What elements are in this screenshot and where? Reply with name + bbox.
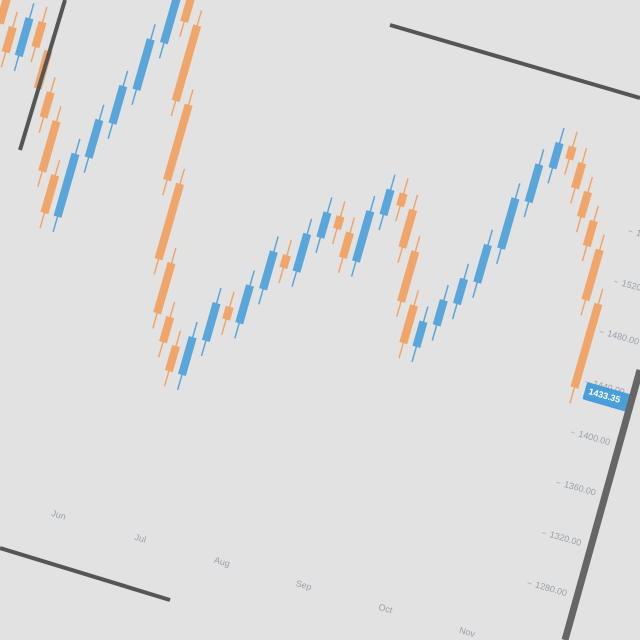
candle-body	[14, 17, 34, 58]
y-tick	[613, 280, 619, 283]
candle-body	[0, 0, 11, 25]
candle-body	[524, 163, 544, 204]
candle-body	[164, 344, 180, 373]
candle-body	[548, 141, 564, 170]
y-tick	[541, 532, 547, 535]
candle-body	[338, 231, 354, 259]
candle-body	[171, 24, 202, 103]
y-tick-label: 1560.00	[635, 228, 640, 247]
candle-body	[154, 182, 185, 261]
candle-body	[497, 197, 520, 250]
frame-edge	[561, 369, 640, 640]
y-tick	[599, 330, 604, 333]
candle-body	[39, 91, 55, 119]
candle-body	[84, 118, 104, 159]
candle-body	[570, 302, 603, 389]
candle-body	[399, 304, 419, 345]
candle-body	[581, 248, 604, 302]
candle-body	[432, 299, 448, 327]
candle-body	[132, 38, 155, 91]
y-tick	[556, 481, 561, 484]
candle-body	[412, 320, 428, 348]
price-tag	[582, 382, 635, 413]
candle-body	[397, 250, 420, 303]
x-tick-label: Jun	[50, 508, 67, 522]
frame-edge	[389, 23, 640, 100]
frame-edge	[18, 0, 67, 151]
candle-body	[452, 277, 469, 306]
candle-body	[1, 25, 17, 54]
x-tick-label: Aug	[213, 555, 231, 569]
candle-body	[351, 210, 375, 263]
candle-body	[576, 190, 592, 219]
candle-body	[153, 261, 176, 315]
candle-body	[53, 152, 80, 218]
x-tick-label: Nov	[458, 625, 477, 639]
candle-body	[163, 103, 193, 182]
candle-body	[159, 315, 175, 344]
candle-body	[180, 0, 199, 23]
candle-body	[316, 211, 332, 239]
candle-body	[379, 188, 395, 217]
candle-body	[38, 120, 61, 173]
candle-body	[396, 192, 408, 208]
candle-body	[178, 336, 197, 376]
candle-body	[235, 284, 254, 325]
candle-body	[259, 250, 278, 291]
y-tick	[570, 431, 575, 434]
candle-body	[31, 20, 47, 49]
candle-body	[582, 219, 598, 248]
candle-body	[201, 302, 221, 343]
y-tick	[628, 230, 633, 233]
candle-body	[108, 84, 128, 125]
y-tick	[527, 582, 532, 585]
x-tick-label: Oct	[377, 602, 394, 616]
candle-body	[222, 305, 234, 321]
candle-body	[292, 232, 312, 273]
candle-body	[159, 0, 186, 45]
candle-body	[565, 145, 577, 161]
candle-body	[473, 243, 492, 284]
candle-body	[571, 161, 587, 190]
candle-body	[40, 174, 60, 215]
x-tick-label: Sep	[295, 578, 313, 592]
candle-body	[279, 254, 291, 270]
candle-body	[398, 208, 418, 249]
x-tick-label: Jul	[133, 532, 147, 545]
candle-body	[333, 215, 345, 230]
frame-edge	[0, 546, 171, 602]
